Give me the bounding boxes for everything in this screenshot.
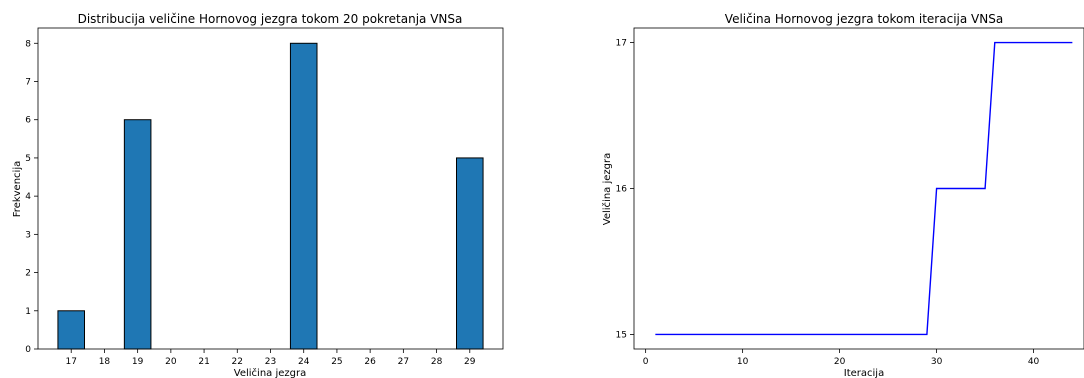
x-tick-label: 23 xyxy=(265,357,276,367)
y-tick-label: 0 xyxy=(25,345,31,355)
x-tick-label: 20 xyxy=(834,357,846,367)
y-tick-label: 5 xyxy=(25,154,31,164)
x-tick-label: 28 xyxy=(431,357,443,367)
x-tick-label: 18 xyxy=(99,357,111,367)
histogram-bar-24 xyxy=(289,42,318,350)
x-tick-label: 22 xyxy=(232,357,243,367)
y-tick-label: 3 xyxy=(25,230,31,240)
histogram-bar-29 xyxy=(456,157,484,350)
histogram-bar-19 xyxy=(123,119,152,350)
y-tick-label: 16 xyxy=(616,185,628,195)
y-tick-label: 1 xyxy=(25,307,31,317)
histogram-x-ticks: 17 18 19 20 21 22 23 24 25 26 27 28 29 xyxy=(65,349,476,367)
y-tick-label: 15 xyxy=(616,330,627,340)
histogram-axes-frame xyxy=(37,27,504,350)
x-tick-label: 25 xyxy=(331,357,342,367)
y-tick-label: 8 xyxy=(25,39,31,49)
line-chart-title: Veličina Hornovog jezgra tokom iteracija… xyxy=(725,12,1003,26)
line-chart-y-ticks: 15 16 17 xyxy=(616,39,634,340)
line-series xyxy=(655,41,1073,336)
line-chart-y-axis-label: Veličina jezgra xyxy=(601,153,613,225)
y-tick-label: 4 xyxy=(25,192,31,202)
x-tick-label: 24 xyxy=(298,357,310,367)
histogram-y-axis-label: Frekvencija xyxy=(12,161,23,217)
x-tick-label: 27 xyxy=(398,357,409,367)
histogram-title: Distribucija veličine Hornovog jezgra to… xyxy=(78,12,463,26)
x-tick-label: 10 xyxy=(737,357,749,367)
line-chart-x-axis-label: Iteracija xyxy=(844,368,884,378)
iteration-size-line xyxy=(655,41,1073,336)
line-panel: Veličina Hornovog jezgra tokom iteracija… xyxy=(601,12,1084,378)
y-tick-label: 7 xyxy=(25,78,31,88)
x-tick-label: 19 xyxy=(132,357,144,367)
y-tick-label: 2 xyxy=(25,269,31,279)
x-tick-label: 29 xyxy=(464,357,476,367)
line-chart-x-ticks: 0 10 20 30 40 xyxy=(643,349,1040,367)
y-tick-label: 17 xyxy=(616,39,627,49)
histogram-x-axis-label: Veličina jezgra xyxy=(234,367,306,378)
x-tick-label: 17 xyxy=(65,357,76,367)
histogram-y-ticks: 0 1 2 3 4 5 6 7 8 xyxy=(25,39,38,355)
histogram-bars xyxy=(57,42,484,350)
x-tick-label: 21 xyxy=(198,357,209,367)
x-tick-label: 26 xyxy=(364,357,376,367)
line-chart-axes-frame xyxy=(633,27,1084,350)
x-tick-label: 40 xyxy=(1028,357,1040,367)
x-tick-label: 30 xyxy=(931,357,943,367)
x-tick-label: 20 xyxy=(165,357,177,367)
histogram-bar-17 xyxy=(57,310,85,350)
histogram-panel: Distribucija veličine Hornovog jezgra to… xyxy=(12,12,504,378)
y-tick-label: 6 xyxy=(25,116,31,126)
x-tick-label: 0 xyxy=(643,357,649,367)
